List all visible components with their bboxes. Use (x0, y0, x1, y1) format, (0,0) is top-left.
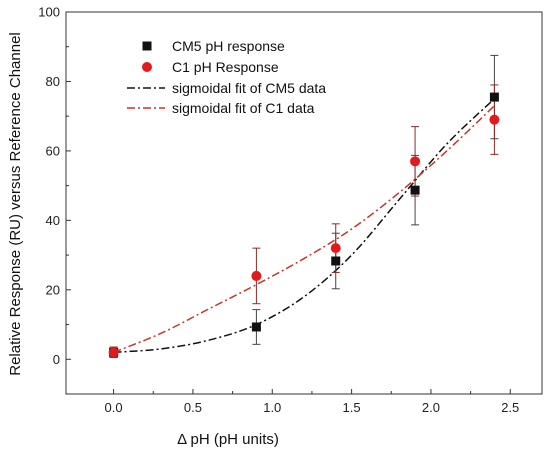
y-tick-label: 20 (46, 282, 60, 297)
data-point-circle (108, 347, 119, 358)
data-point-square (251, 322, 261, 332)
y-axis-ticks: 0 20 40 60 80 100 (38, 5, 71, 395)
data-point-square (410, 185, 420, 195)
data-points (108, 92, 500, 358)
legend-label: sigmoidal fit of C1 data (172, 100, 315, 116)
y-tick-label: 40 (46, 213, 60, 228)
legend-label: sigmoidal fit of CM5 data (172, 80, 326, 96)
fit-line (113, 98, 495, 354)
legend-label: CM5 pH response (172, 38, 285, 54)
x-axis-ticks: 0.0 0.5 1.0 1.5 2.0 2.5 (105, 389, 519, 415)
y-axis-label: Relative Response (RU) versus Reference … (7, 32, 24, 376)
fit-lines (113, 98, 495, 354)
plot-frame (65, 11, 543, 395)
data-point-circle (489, 114, 500, 125)
y-tick-label: 100 (38, 5, 60, 20)
x-tick-label: 0.5 (184, 400, 202, 415)
data-point-circle (330, 243, 341, 254)
x-tick-label: 1.0 (263, 400, 281, 415)
y-tick-label: 0 (53, 352, 60, 367)
x-axis-label: Δ pH (pH units) (177, 431, 279, 448)
y-tick-label: 60 (46, 143, 60, 158)
fit-line (113, 105, 495, 354)
data-point-square (489, 92, 499, 102)
x-tick-label: 2.5 (501, 400, 519, 415)
data-point-circle (251, 270, 262, 281)
legend: CM5 pH response C1 pH Response sigmoidal f… (127, 38, 326, 116)
legend-marker-square (142, 41, 152, 51)
x-tick-label: 1.5 (343, 400, 361, 415)
legend-label: C1 pH Response (172, 59, 279, 75)
x-tick-label: 2.0 (422, 400, 440, 415)
y-tick-label: 80 (46, 74, 60, 89)
legend-marker-circle (142, 62, 152, 72)
x-tick-label: 0.0 (105, 400, 123, 415)
data-point-square (331, 256, 341, 266)
data-point-circle (410, 156, 421, 167)
